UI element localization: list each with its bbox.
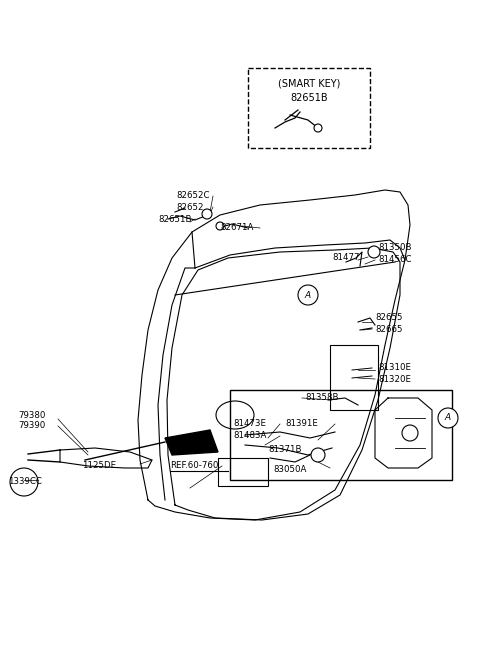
Text: 82652: 82652 [176,203,204,211]
Text: 81473E: 81473E [233,419,266,428]
Circle shape [311,448,325,462]
Text: 82655: 82655 [375,314,403,323]
Text: 81358B: 81358B [305,394,338,403]
Circle shape [202,209,212,219]
Text: 1125DE: 1125DE [82,462,116,470]
Bar [230,390,452,480]
Text: (SMART KEY): (SMART KEY) [278,78,340,88]
Text: 82651B: 82651B [290,93,328,103]
Text: A: A [305,291,311,300]
Bar [218,458,268,486]
Text: 82651B: 82651B [158,215,192,224]
Circle shape [216,222,224,230]
Text: REF.60-760: REF.60-760 [170,462,218,470]
Circle shape [438,408,458,428]
Text: 81371B: 81371B [268,445,301,455]
Circle shape [10,468,38,496]
Text: 1339CC: 1339CC [8,478,42,487]
Circle shape [368,246,380,258]
Text: 83050A: 83050A [273,466,307,474]
Text: A: A [445,413,451,422]
Text: 82671A: 82671A [220,224,253,232]
Text: 81483A: 81483A [233,432,266,440]
Text: 79390: 79390 [18,422,45,430]
Circle shape [402,425,418,441]
Text: 79380: 79380 [18,411,46,419]
Circle shape [314,124,322,132]
Text: 81456C: 81456C [378,255,411,264]
Bar [330,345,378,410]
Text: 82652C: 82652C [176,192,209,201]
Text: 81391E: 81391E [285,419,318,428]
Text: 81350B: 81350B [378,243,411,253]
Text: 82665: 82665 [375,325,403,333]
Text: 81310E: 81310E [378,363,411,373]
Text: 81320E: 81320E [378,375,411,384]
Circle shape [298,285,318,305]
Polygon shape [165,430,218,455]
Text: 81477: 81477 [332,253,360,262]
